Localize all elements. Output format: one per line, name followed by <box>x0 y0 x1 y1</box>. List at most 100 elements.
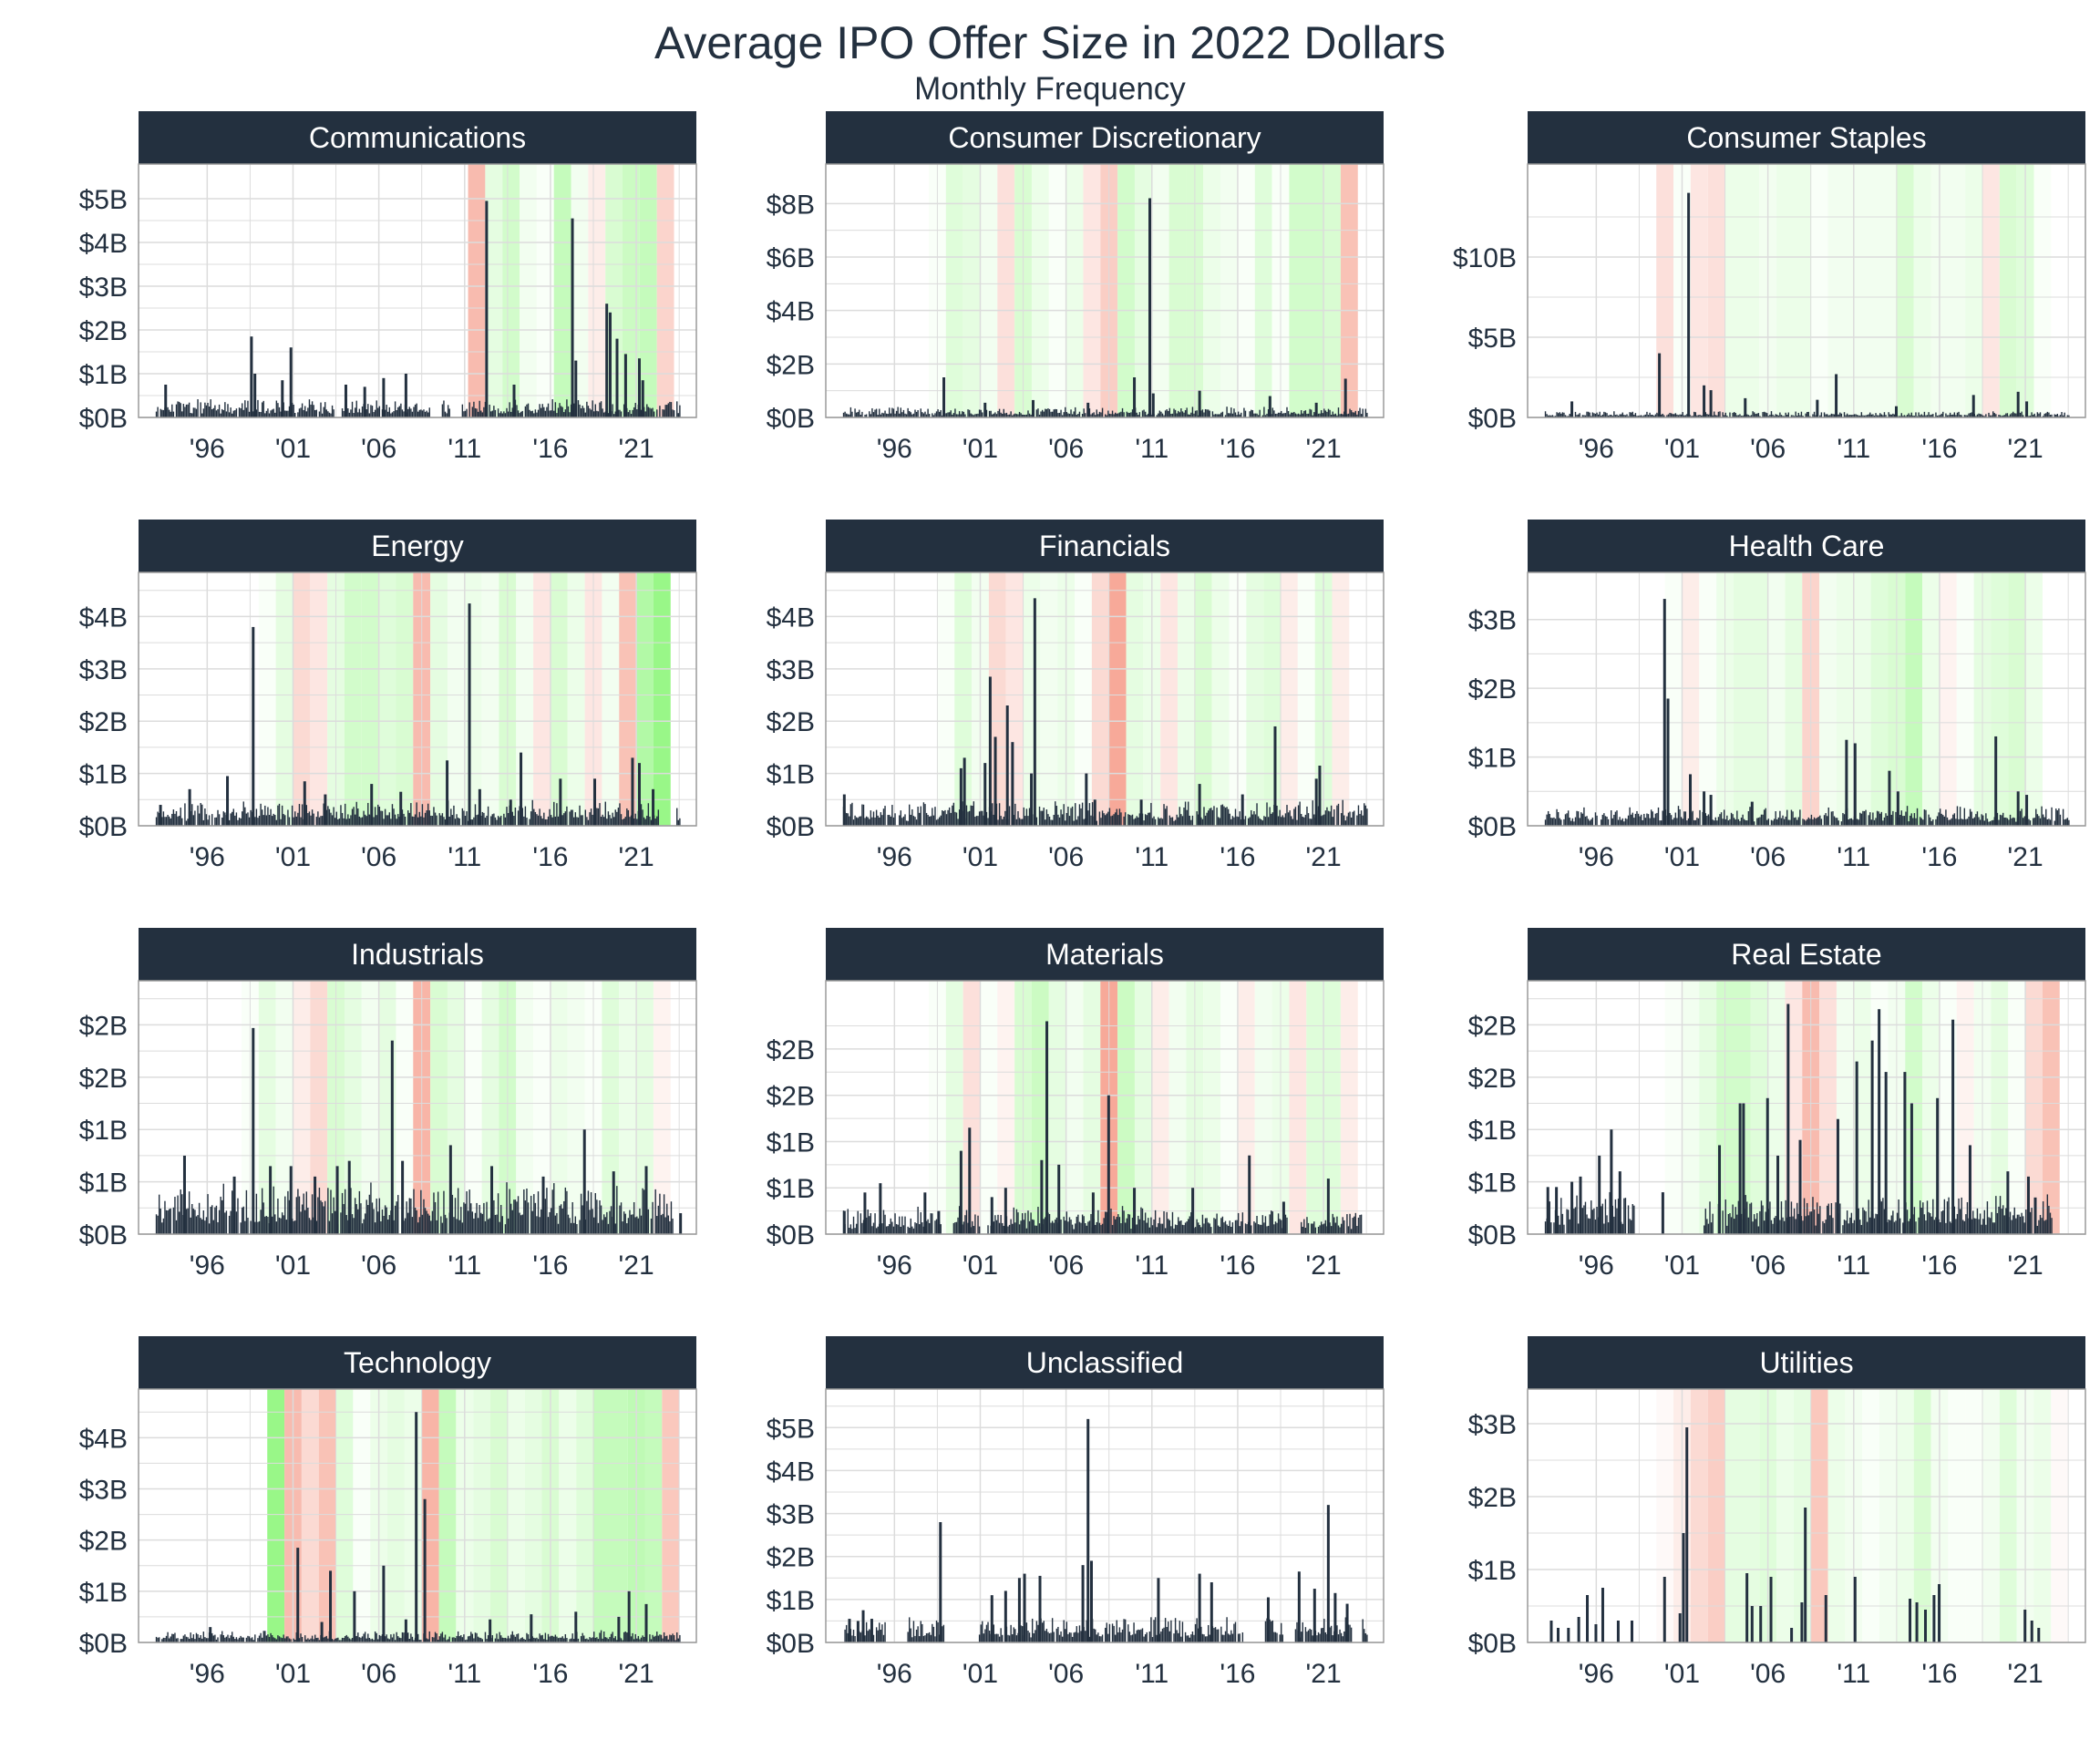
bar <box>165 1210 168 1234</box>
bar <box>905 820 908 826</box>
bar <box>524 1200 527 1234</box>
bar <box>1170 817 1172 826</box>
bar <box>167 815 169 826</box>
bar <box>248 411 251 417</box>
bar <box>1180 1636 1182 1642</box>
bar <box>554 1634 557 1642</box>
bar <box>1008 806 1011 826</box>
bar <box>1607 818 1610 826</box>
bar <box>260 1210 262 1234</box>
bar <box>1912 415 1914 417</box>
bar <box>317 811 319 826</box>
regime-band <box>396 981 414 1234</box>
bar <box>1302 1226 1303 1234</box>
bar <box>1181 411 1184 417</box>
bar <box>1200 1626 1202 1642</box>
bar <box>1603 1223 1605 1234</box>
regime-band <box>1340 981 1358 1234</box>
bar <box>224 812 226 826</box>
bar <box>984 1629 986 1642</box>
bar <box>1163 1210 1165 1234</box>
regime-band <box>468 164 486 417</box>
bar <box>1614 811 1617 826</box>
bar <box>1070 1632 1072 1642</box>
bar <box>1935 412 1937 417</box>
bar <box>235 1211 238 1234</box>
bar <box>1002 413 1004 417</box>
bar <box>975 816 978 826</box>
facet-title: Financials <box>1039 530 1170 562</box>
bar <box>1627 1205 1630 1234</box>
y-tick-label: $2B <box>79 316 128 346</box>
bar <box>934 1636 936 1642</box>
bar <box>1320 1221 1323 1234</box>
bar <box>1724 412 1726 417</box>
bar <box>191 804 193 826</box>
bar <box>423 1199 425 1234</box>
bar <box>1567 416 1570 417</box>
bar <box>1297 413 1300 417</box>
bar <box>1942 1210 1944 1234</box>
bar <box>222 1183 224 1234</box>
bar <box>1173 1228 1175 1234</box>
regime-band <box>1699 981 1717 1234</box>
bar <box>640 804 643 826</box>
bar <box>1832 1218 1834 1234</box>
bar <box>1773 1218 1776 1234</box>
regime-band <box>1040 572 1058 826</box>
bar <box>1759 1210 1761 1234</box>
bar <box>1075 1223 1076 1234</box>
bar <box>318 411 321 417</box>
x-tick-label: '11 <box>1837 1251 1870 1281</box>
bar <box>330 1189 332 1234</box>
bar <box>1717 411 1720 417</box>
bar <box>345 1634 347 1642</box>
bar <box>1992 1222 1994 1234</box>
bar <box>1323 408 1325 417</box>
bar-spike <box>353 1590 356 1642</box>
bar <box>1267 408 1270 417</box>
bar <box>1650 415 1652 417</box>
bar <box>225 1210 228 1234</box>
bar <box>1630 412 1632 417</box>
bar <box>2019 1216 2022 1234</box>
bar <box>367 1633 369 1642</box>
bar <box>1098 1636 1101 1642</box>
bar <box>1168 1220 1171 1234</box>
bar <box>410 803 412 826</box>
bar <box>491 814 494 826</box>
bar-spike <box>593 778 597 826</box>
regime-band <box>516 981 534 1234</box>
bar <box>1667 414 1670 417</box>
bar <box>347 1636 349 1642</box>
bar <box>534 409 537 417</box>
bar <box>1076 819 1078 826</box>
bar <box>420 1640 422 1642</box>
bar <box>162 409 165 417</box>
regime-band <box>1075 572 1092 826</box>
bar <box>1146 1632 1148 1642</box>
bar <box>666 1203 668 1234</box>
bar <box>351 1214 354 1234</box>
bar <box>1975 814 1977 826</box>
bar <box>1982 415 1984 417</box>
bar <box>516 405 518 417</box>
bar <box>348 1638 351 1642</box>
x-tick-label: '01 <box>962 1251 998 1281</box>
bar <box>1309 408 1311 417</box>
bar <box>2001 815 2002 826</box>
bar <box>860 414 862 417</box>
bar <box>507 1218 510 1234</box>
regime-band <box>1862 1389 1880 1642</box>
bar <box>1333 414 1335 417</box>
bar <box>845 1624 848 1642</box>
bar <box>416 403 417 417</box>
bar <box>305 1639 308 1642</box>
bar <box>521 1214 523 1234</box>
bar <box>2029 820 2032 826</box>
bar <box>2048 1205 2050 1234</box>
bar-spike <box>1915 1602 1919 1642</box>
bar <box>1231 1633 1234 1642</box>
bar <box>1194 410 1197 417</box>
bar <box>1735 819 1736 826</box>
